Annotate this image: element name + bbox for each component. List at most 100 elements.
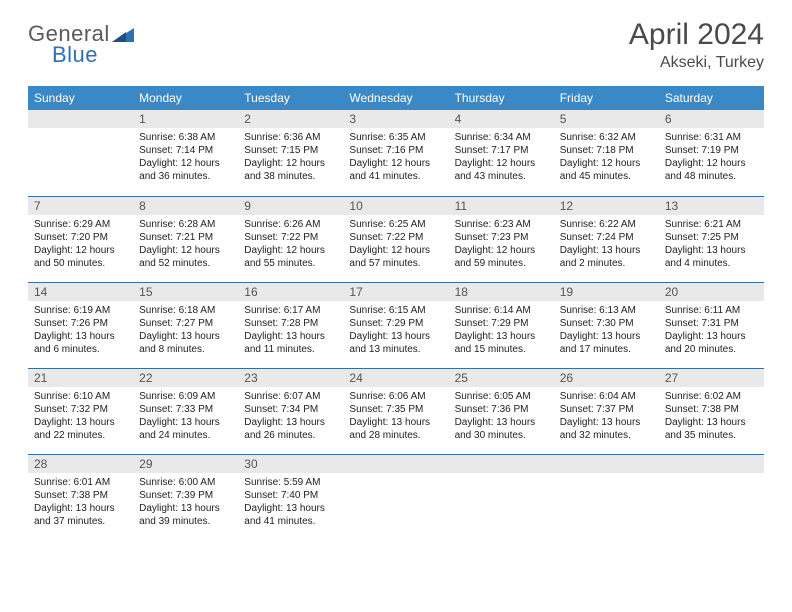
sunrise-text: Sunrise: 6:00 AM [139, 476, 232, 489]
day-number: 26 [554, 369, 659, 387]
logo-word-blue: Blue [28, 45, 134, 66]
day-number: 14 [28, 283, 133, 301]
day-number: 16 [238, 283, 343, 301]
sunrise-text: Sunrise: 6:35 AM [349, 131, 442, 144]
day-details: Sunrise: 6:11 AMSunset: 7:31 PMDaylight:… [659, 301, 764, 360]
calendar-cell: 13Sunrise: 6:21 AMSunset: 7:25 PMDayligh… [659, 196, 764, 282]
day-number: 9 [238, 197, 343, 215]
day-details: Sunrise: 6:34 AMSunset: 7:17 PMDaylight:… [449, 128, 554, 187]
calendar-cell: 8Sunrise: 6:28 AMSunset: 7:21 PMDaylight… [133, 196, 238, 282]
day-number: 3 [343, 110, 448, 128]
day-number: 6 [659, 110, 764, 128]
daylight-text: Daylight: 12 hours and 57 minutes. [349, 244, 442, 270]
sunset-text: Sunset: 7:16 PM [349, 144, 442, 157]
sunset-text: Sunset: 7:17 PM [455, 144, 548, 157]
daylight-text: Daylight: 13 hours and 32 minutes. [560, 416, 653, 442]
calendar-cell: 23Sunrise: 6:07 AMSunset: 7:34 PMDayligh… [238, 368, 343, 454]
day-details: Sunrise: 6:31 AMSunset: 7:19 PMDaylight:… [659, 128, 764, 187]
sunrise-text: Sunrise: 6:26 AM [244, 218, 337, 231]
day-number: 10 [343, 197, 448, 215]
sunrise-text: Sunrise: 6:22 AM [560, 218, 653, 231]
sunset-text: Sunset: 7:29 PM [349, 317, 442, 330]
calendar-cell: 17Sunrise: 6:15 AMSunset: 7:29 PMDayligh… [343, 282, 448, 368]
daylight-text: Daylight: 13 hours and 41 minutes. [244, 502, 337, 528]
day-details: Sunrise: 6:25 AMSunset: 7:22 PMDaylight:… [343, 215, 448, 274]
day-number: 30 [238, 455, 343, 473]
calendar-cell: 16Sunrise: 6:17 AMSunset: 7:28 PMDayligh… [238, 282, 343, 368]
daylight-text: Daylight: 12 hours and 36 minutes. [139, 157, 232, 183]
daylight-text: Daylight: 12 hours and 55 minutes. [244, 244, 337, 270]
sunrise-text: Sunrise: 6:38 AM [139, 131, 232, 144]
daylight-text: Daylight: 12 hours and 52 minutes. [139, 244, 232, 270]
day-details: Sunrise: 6:15 AMSunset: 7:29 PMDaylight:… [343, 301, 448, 360]
calendar-cell: 30Sunrise: 5:59 AMSunset: 7:40 PMDayligh… [238, 454, 343, 540]
calendar-week-row: 1Sunrise: 6:38 AMSunset: 7:14 PMDaylight… [28, 110, 764, 196]
daylight-text: Daylight: 12 hours and 59 minutes. [455, 244, 548, 270]
calendar-week-row: 7Sunrise: 6:29 AMSunset: 7:20 PMDaylight… [28, 196, 764, 282]
daylight-text: Daylight: 13 hours and 22 minutes. [34, 416, 127, 442]
sunset-text: Sunset: 7:15 PM [244, 144, 337, 157]
day-details: Sunrise: 6:22 AMSunset: 7:24 PMDaylight:… [554, 215, 659, 274]
calendar-cell: 11Sunrise: 6:23 AMSunset: 7:23 PMDayligh… [449, 196, 554, 282]
daylight-text: Daylight: 13 hours and 17 minutes. [560, 330, 653, 356]
calendar-cell [449, 454, 554, 540]
calendar-cell [659, 454, 764, 540]
daylight-text: Daylight: 13 hours and 37 minutes. [34, 502, 127, 528]
title-block: April 2024 Akseki, Turkey [629, 18, 764, 72]
day-number: 12 [554, 197, 659, 215]
daylight-text: Daylight: 13 hours and 11 minutes. [244, 330, 337, 356]
calendar-cell: 1Sunrise: 6:38 AMSunset: 7:14 PMDaylight… [133, 110, 238, 196]
sunrise-text: Sunrise: 6:31 AM [665, 131, 758, 144]
page: General Blue April 2024 Akseki, Turkey S… [0, 0, 792, 540]
calendar-week-row: 14Sunrise: 6:19 AMSunset: 7:26 PMDayligh… [28, 282, 764, 368]
sunrise-text: Sunrise: 6:28 AM [139, 218, 232, 231]
day-details: Sunrise: 6:14 AMSunset: 7:29 PMDaylight:… [449, 301, 554, 360]
calendar-week-row: 21Sunrise: 6:10 AMSunset: 7:32 PMDayligh… [28, 368, 764, 454]
sunrise-text: Sunrise: 6:13 AM [560, 304, 653, 317]
day-details: Sunrise: 6:10 AMSunset: 7:32 PMDaylight:… [28, 387, 133, 446]
sunrise-text: Sunrise: 6:07 AM [244, 390, 337, 403]
day-number: 21 [28, 369, 133, 387]
sunrise-text: Sunrise: 6:34 AM [455, 131, 548, 144]
daylight-text: Daylight: 13 hours and 20 minutes. [665, 330, 758, 356]
weekday-header: Monday [133, 86, 238, 110]
sunset-text: Sunset: 7:35 PM [349, 403, 442, 416]
calendar-cell: 10Sunrise: 6:25 AMSunset: 7:22 PMDayligh… [343, 196, 448, 282]
sunrise-text: Sunrise: 6:01 AM [34, 476, 127, 489]
sunset-text: Sunset: 7:31 PM [665, 317, 758, 330]
sunrise-text: Sunrise: 6:09 AM [139, 390, 232, 403]
day-number: 8 [133, 197, 238, 215]
day-number: 29 [133, 455, 238, 473]
day-number: 2 [238, 110, 343, 128]
sunrise-text: Sunrise: 6:11 AM [665, 304, 758, 317]
sunrise-text: Sunrise: 6:10 AM [34, 390, 127, 403]
sunset-text: Sunset: 7:38 PM [665, 403, 758, 416]
sunset-text: Sunset: 7:32 PM [34, 403, 127, 416]
logo: General Blue [28, 18, 134, 66]
sunrise-text: Sunrise: 6:29 AM [34, 218, 127, 231]
weekday-header: Friday [554, 86, 659, 110]
calendar-cell: 14Sunrise: 6:19 AMSunset: 7:26 PMDayligh… [28, 282, 133, 368]
day-details: Sunrise: 6:26 AMSunset: 7:22 PMDaylight:… [238, 215, 343, 274]
logo-triangle-icon [112, 26, 134, 45]
sunrise-text: Sunrise: 6:17 AM [244, 304, 337, 317]
calendar-cell: 26Sunrise: 6:04 AMSunset: 7:37 PMDayligh… [554, 368, 659, 454]
calendar-cell [343, 454, 448, 540]
day-details: Sunrise: 6:02 AMSunset: 7:38 PMDaylight:… [659, 387, 764, 446]
daylight-text: Daylight: 12 hours and 48 minutes. [665, 157, 758, 183]
logo-text-block: General Blue [28, 24, 134, 66]
sunset-text: Sunset: 7:34 PM [244, 403, 337, 416]
day-details: Sunrise: 6:29 AMSunset: 7:20 PMDaylight:… [28, 215, 133, 274]
day-number: 11 [449, 197, 554, 215]
sunrise-text: Sunrise: 6:04 AM [560, 390, 653, 403]
calendar-cell: 2Sunrise: 6:36 AMSunset: 7:15 PMDaylight… [238, 110, 343, 196]
calendar-cell: 6Sunrise: 6:31 AMSunset: 7:19 PMDaylight… [659, 110, 764, 196]
day-number [449, 455, 554, 473]
header: General Blue April 2024 Akseki, Turkey [28, 18, 764, 72]
day-details: Sunrise: 6:19 AMSunset: 7:26 PMDaylight:… [28, 301, 133, 360]
calendar-table: Sunday Monday Tuesday Wednesday Thursday… [28, 86, 764, 540]
calendar-cell: 28Sunrise: 6:01 AMSunset: 7:38 PMDayligh… [28, 454, 133, 540]
weekday-header: Sunday [28, 86, 133, 110]
calendar-cell: 3Sunrise: 6:35 AMSunset: 7:16 PMDaylight… [343, 110, 448, 196]
sunset-text: Sunset: 7:33 PM [139, 403, 232, 416]
